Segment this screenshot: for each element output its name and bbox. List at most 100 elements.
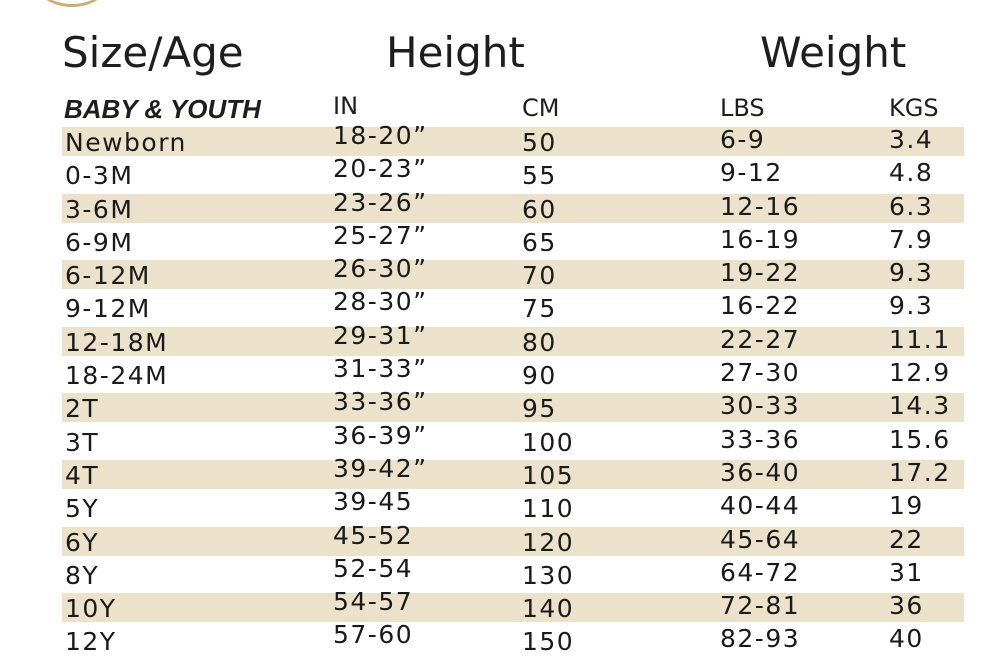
height-in-cell: 39-45 [333, 487, 414, 517]
row-band [62, 526, 964, 556]
height-cm-cell: 80 [522, 327, 557, 357]
weight-lbs-cell: 82-93 [720, 624, 801, 654]
size-cell: 9-12M [65, 294, 151, 324]
size-cell: 0-3M [65, 161, 134, 191]
weight-kgs-cell: 22 [889, 524, 924, 554]
row-band [62, 326, 964, 356]
weight-kgs-cell: 40 [889, 624, 924, 654]
weight-lbs-cell: 36-40 [720, 457, 801, 487]
weight-kgs-cell: 6.3 [889, 191, 934, 221]
size-table: Newborn 18-20” 50 6-9 3.4 0-3M 20-23” 55 9-12 4.8… [0, 121, 1007, 658]
table-row: 12-18M 29-31” 80 22-27 11.1 [0, 321, 1007, 358]
table-row: 3-6M 23-26” 60 12-16 6.3 [0, 188, 1007, 225]
table-row: 4T 39-42” 105 36-40 17.2 [0, 454, 1007, 491]
table-row: 6-12M 26-30” 70 19-22 9.3 [0, 254, 1007, 291]
height-cm-cell: 140 [522, 594, 575, 624]
height-cm-cell: 100 [522, 427, 575, 457]
height-cm-cell: 130 [522, 560, 575, 590]
weight-kgs-cell: 11.1 [889, 324, 951, 354]
size-age-header: Size/Age [62, 28, 244, 77]
logo-arc [22, 0, 122, 7]
height-in-cell: 33-36” [333, 387, 428, 417]
size-cell: 18-24M [65, 361, 169, 391]
height-cm-cell: 70 [522, 261, 557, 291]
size-cell: 5Y [65, 494, 100, 524]
lbs-column-header: LBS [720, 94, 765, 122]
row-band [62, 193, 964, 223]
table-row: 6-9M 25-27” 65 16-19 7.9 [0, 221, 1007, 258]
row-band [62, 393, 964, 423]
height-in-cell: 28-30” [333, 287, 428, 317]
height-in-cell: 57-60 [333, 620, 414, 650]
size-cell: 12Y [65, 627, 117, 657]
height-cm-cell: 75 [522, 294, 557, 324]
weight-kgs-cell: 36 [889, 591, 924, 621]
weight-lbs-cell: 40-44 [720, 491, 801, 521]
weight-kgs-cell: 12.9 [889, 358, 951, 388]
table-row: 9-12M 28-30” 75 16-22 9.3 [0, 287, 1007, 324]
height-cm-cell: 120 [522, 527, 575, 557]
size-cell: 6-9M [65, 227, 134, 257]
height-in-cell: 52-54 [333, 553, 414, 583]
weight-kgs-cell: 31 [889, 557, 924, 587]
height-header: Height [386, 28, 525, 77]
height-in-cell: 54-57 [333, 587, 414, 617]
height-cm-cell: 150 [522, 627, 575, 657]
row-band [62, 459, 964, 489]
height-cm-cell: 95 [522, 394, 557, 424]
table-row: 2T 33-36” 95 30-33 14.3 [0, 387, 1007, 424]
height-cm-cell: 55 [522, 161, 557, 191]
height-cm-cell: 105 [522, 460, 575, 490]
size-cell: 6-12M [65, 261, 151, 291]
weight-kgs-cell: 15.6 [889, 424, 951, 454]
height-in-cell: 29-31” [333, 320, 428, 350]
weight-lbs-cell: 9-12 [720, 158, 783, 188]
height-in-cell: 45-52 [333, 520, 414, 550]
table-row: 0-3M 20-23” 55 9-12 4.8 [0, 154, 1007, 191]
table-row: 3T 36-39” 100 33-36 15.6 [0, 421, 1007, 458]
height-in-cell: 31-33” [333, 354, 428, 384]
row-band [62, 593, 964, 623]
weight-lbs-cell: 72-81 [720, 591, 801, 621]
table-row: 10Y 54-57 140 72-81 36 [0, 587, 1007, 624]
height-in-cell: 39-42” [333, 453, 428, 483]
height-in-cell: 20-23” [333, 154, 428, 184]
category-label: BABY & YOUTH [64, 94, 261, 124]
height-cm-cell: 60 [522, 194, 557, 224]
weight-kgs-cell: 19 [889, 491, 924, 521]
table-row: 5Y 39-45 110 40-44 19 [0, 487, 1007, 524]
kgs-column-header: KGS [889, 94, 939, 122]
weight-kgs-cell: 14.3 [889, 391, 951, 421]
weight-kgs-cell: 9.3 [889, 291, 934, 321]
table-row: 8Y 52-54 130 64-72 31 [0, 554, 1007, 591]
size-cell: 6Y [65, 527, 100, 557]
row-band [62, 260, 964, 290]
table-row: 12Y 57-60 150 82-93 40 [0, 620, 1007, 657]
size-cell: 8Y [65, 560, 100, 590]
weight-lbs-cell: 27-30 [720, 358, 801, 388]
table-row: Newborn 18-20” 50 6-9 3.4 [0, 121, 1007, 158]
size-cell: 4T [65, 460, 100, 490]
row-band [62, 127, 964, 156]
size-cell: 10Y [65, 594, 117, 624]
cm-column-header: CM [522, 94, 560, 122]
size-cell: 3-6M [65, 194, 134, 224]
weight-lbs-cell: 16-19 [720, 224, 801, 254]
weight-kgs-cell: 3.4 [889, 125, 934, 154]
height-in-cell: 25-27” [333, 220, 428, 250]
weight-lbs-cell: 12-16 [720, 191, 801, 221]
height-in-cell: 23-26” [333, 187, 428, 217]
height-cm-cell: 65 [522, 227, 557, 257]
table-row: 18-24M 31-33” 90 27-30 12.9 [0, 354, 1007, 391]
weight-lbs-cell: 22-27 [720, 324, 801, 354]
height-in-cell: 18-20” [333, 121, 428, 150]
weight-lbs-cell: 19-22 [720, 258, 801, 288]
size-cell: 3T [65, 427, 100, 457]
weight-lbs-cell: 45-64 [720, 524, 801, 554]
height-cm-cell: 50 [522, 128, 557, 157]
height-cm-cell: 110 [522, 494, 575, 524]
weight-lbs-cell: 30-33 [720, 391, 801, 421]
height-in-cell: 26-30” [333, 254, 428, 284]
height-cm-cell: 90 [522, 361, 557, 391]
weight-lbs-cell: 33-36 [720, 424, 801, 454]
